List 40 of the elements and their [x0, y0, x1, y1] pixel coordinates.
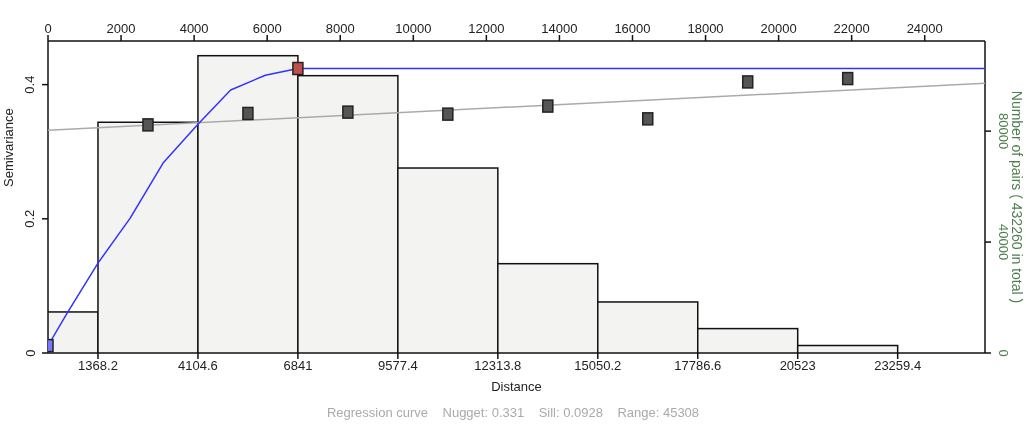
x2-tick-label: 22000 [833, 21, 870, 36]
x-tick-label: 4104.6 [178, 358, 218, 374]
point [542, 99, 554, 113]
x2-tick-label: 14000 [541, 21, 578, 36]
x2-tick-label: 8000 [325, 21, 355, 36]
x2-tick-label: 24000 [906, 21, 943, 36]
x-tick-label: 23259.4 [874, 358, 922, 374]
x2-tick-label: 2000 [106, 21, 136, 36]
point [741, 75, 754, 89]
x2-tick-label: 4000 [179, 21, 209, 36]
x2-tick-label: 18000 [687, 21, 724, 36]
text: Regression curve Nugget: 0.331 Sill: 0.0928 Range: 45308 [326, 405, 700, 420]
x-tick-label: 20523 [779, 358, 816, 374]
x-tick-label: 12313.8 [474, 358, 522, 374]
x2-tick-label: 12000 [468, 21, 505, 36]
y2-tick-label: 40000 [995, 223, 1011, 261]
x-tick-label: 1368.2 [78, 358, 118, 374]
point [342, 105, 354, 119]
y2-axis-title: Number of pairs ( 432260 in total ) [1009, 90, 1025, 304]
x-tick-label: 17786.6 [674, 358, 722, 374]
point [442, 107, 454, 121]
y2-tick-label: 80000 [995, 113, 1011, 150]
x2-tick-label: 16000 [614, 21, 651, 36]
y2-tick-label: 0 [995, 349, 1011, 357]
y-tick-label: 0.4 [22, 75, 38, 94]
y-tick-label: 0 [22, 349, 38, 357]
x-tick-label: 6841 [283, 358, 313, 374]
x-tick-label: 15050.2 [574, 358, 622, 374]
x-tick-label: 9577.4 [377, 358, 418, 374]
x2-tick-label: 20000 [760, 21, 797, 36]
point [242, 106, 254, 121]
y-axis-title: Semivariance [0, 108, 16, 187]
x2-tick-label: 10000 [395, 21, 432, 36]
x2-tick-label: 6000 [252, 21, 282, 36]
point [642, 112, 654, 126]
x2-tick-label: 0 [44, 21, 52, 36]
point [142, 118, 154, 132]
y-tick-label: 0.2 [22, 209, 38, 228]
x-axis-title: Distance [491, 379, 542, 394]
point [841, 71, 854, 86]
